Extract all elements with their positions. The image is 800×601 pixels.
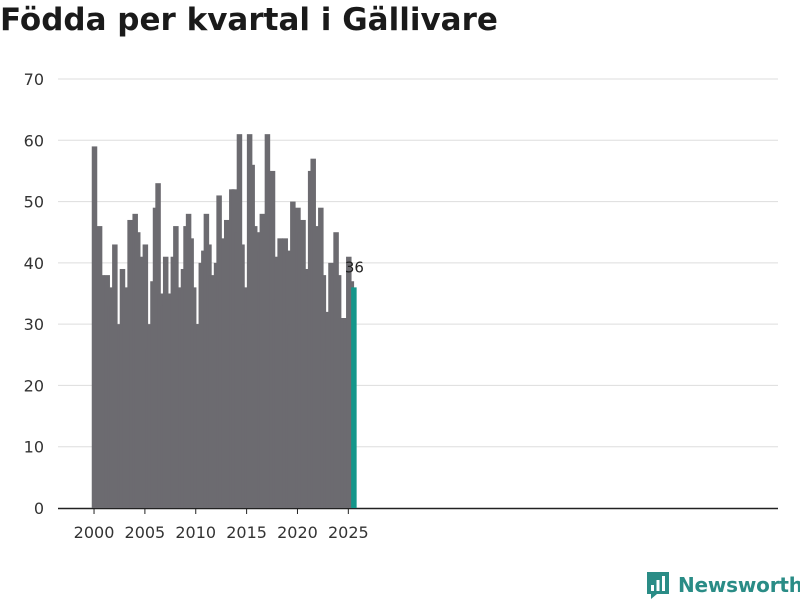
chart-title: Födda per kvartal i Gällivare [0, 2, 498, 38]
y-tick-label: 30 [24, 315, 44, 334]
x-tick-label: 2020 [277, 523, 318, 542]
y-tick-label: 20 [24, 376, 44, 395]
brand-name: Newsworthy [678, 573, 800, 597]
y-tick-label: 10 [24, 438, 44, 457]
x-tick-label: 2025 [328, 523, 369, 542]
bar-latest [351, 287, 357, 508]
y-tick-label: 60 [24, 131, 44, 150]
newsworthy-logo-icon [647, 572, 669, 599]
x-tick-label: 2000 [74, 523, 115, 542]
y-tick-label: 40 [24, 254, 44, 273]
latest-value-label: 36 [345, 258, 364, 276]
y-tick-label: 0 [34, 499, 44, 518]
x-tick-label: 2005 [125, 523, 166, 542]
y-tick-label: 70 [24, 70, 44, 89]
y-tick-label: 50 [24, 193, 44, 212]
x-tick-label: 2015 [226, 523, 267, 542]
newsworthy-brand[interactable]: Newsworthy [645, 569, 800, 601]
x-tick-label: 2010 [175, 523, 216, 542]
